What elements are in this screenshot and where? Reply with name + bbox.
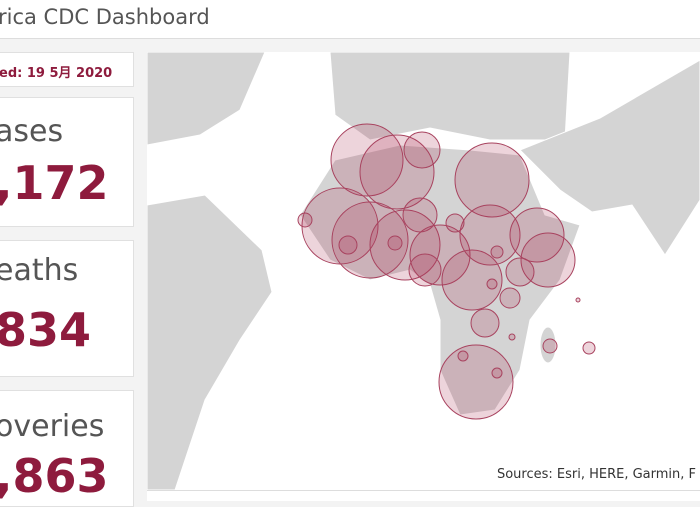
card-label: ases [0, 114, 64, 149]
map-tabs[interactable] [147, 490, 700, 501]
card-value: 834 [0, 303, 92, 357]
deaths-card: eaths 834 [0, 240, 134, 377]
cases-card: ases ,172 [0, 97, 134, 227]
map-canvas [146, 51, 700, 491]
card-value: ,172 [0, 156, 109, 210]
map[interactable]: Sources: Esri, HERE, Garmin, F [146, 51, 700, 491]
card-label: eaths [0, 253, 79, 288]
card-label: overies [0, 409, 105, 444]
updated-text: ed: 19 5月 2020 [0, 66, 113, 81]
card-value: ,863 [0, 449, 109, 503]
recoveries-card: overies ,863 [0, 390, 134, 507]
header: rica CDC Dashboard [0, 0, 700, 39]
case-bubbles [297, 123, 596, 420]
map-attribution: Sources: Esri, HERE, Garmin, F [496, 467, 696, 482]
dashboard-title: rica CDC Dashboard [0, 5, 210, 29]
last-updated: ed: 19 5月 2020 [0, 52, 134, 87]
